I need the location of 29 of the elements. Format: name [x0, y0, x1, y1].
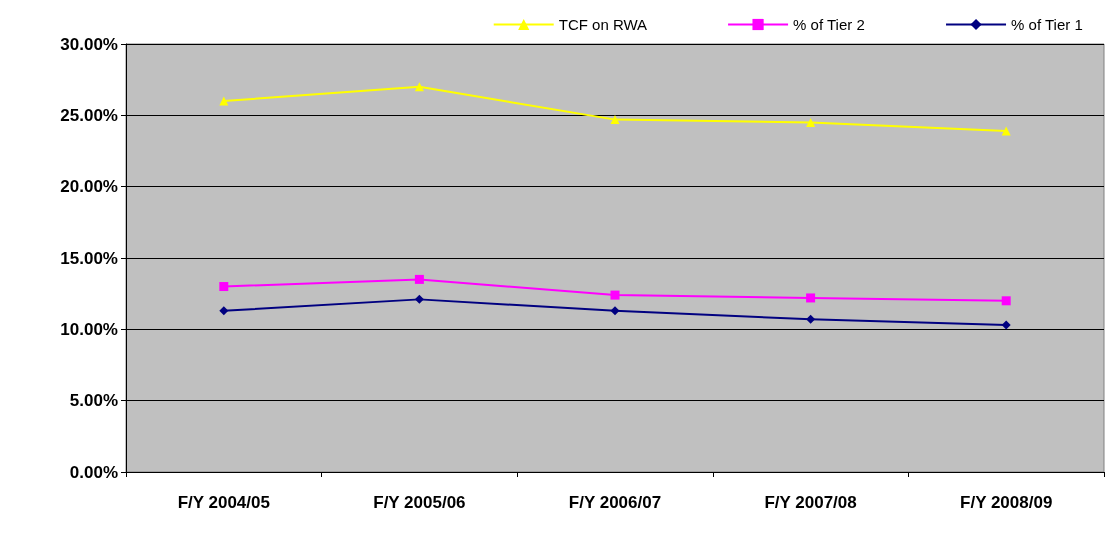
y-tick-label: 25.00% [60, 105, 118, 125]
point [806, 293, 816, 303]
x-tick-label: F/Y 2008/09 [960, 493, 1053, 512]
point [806, 314, 816, 324]
y-tick-label: 30.00% [60, 34, 118, 54]
x-tick-label: F/Y 2007/08 [764, 493, 857, 512]
y-tick-label: 0.00% [69, 462, 118, 482]
legend-label: TCF on RWA [558, 16, 648, 33]
x-tick-label: F/Y 2006/07 [568, 493, 662, 512]
point [219, 282, 229, 292]
point [610, 115, 620, 125]
legend-label: % of Tier 1 [1011, 16, 1083, 33]
y-tick-label: 15.00% [60, 248, 118, 268]
point [610, 306, 620, 316]
point [1001, 296, 1011, 306]
legend-label: % of Tier 2 [793, 16, 865, 33]
y-tick-label: 20.00% [60, 177, 118, 197]
x-tick-label: F/Y 2005/06 [373, 493, 466, 512]
y-tick-label: 5.00% [69, 391, 118, 411]
point [1001, 320, 1011, 330]
point [219, 96, 229, 106]
point [1001, 126, 1011, 136]
point [806, 117, 816, 127]
x-tick-label: F/Y 2004/05 [177, 493, 270, 512]
point [610, 290, 620, 300]
point [219, 306, 229, 316]
y-tick-label: 10.00% [60, 319, 118, 339]
point [414, 274, 424, 284]
point [414, 294, 424, 304]
